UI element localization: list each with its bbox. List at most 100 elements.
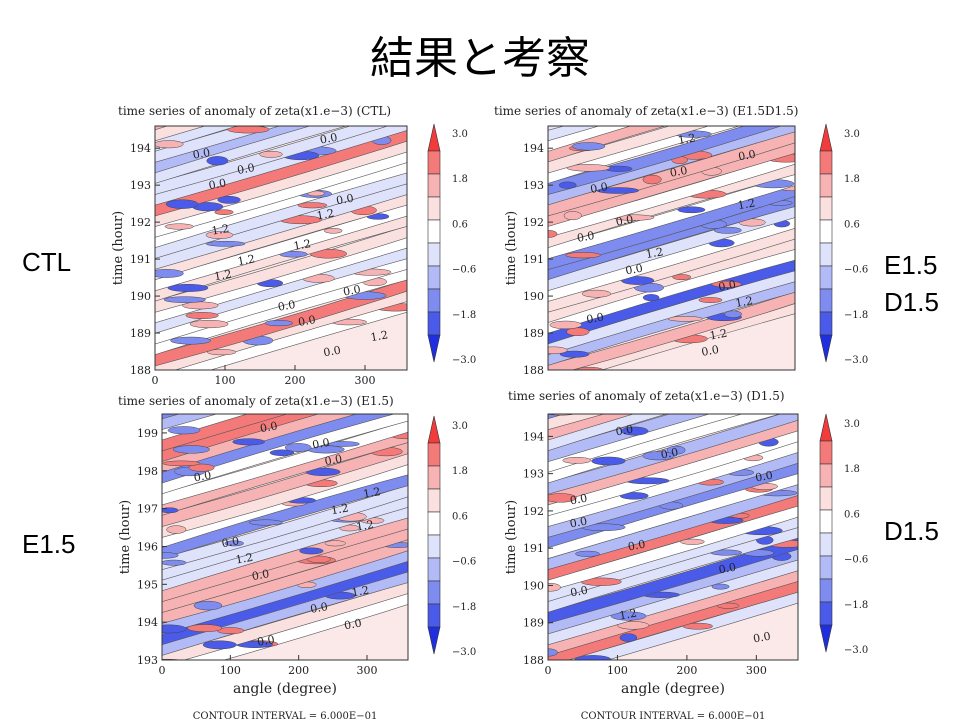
contour-label: 0.0: [754, 469, 773, 485]
colorbar-tick-label: −3.0: [844, 645, 868, 656]
y-tick-label: 191: [523, 253, 544, 266]
contour-label: 0.0: [297, 313, 316, 329]
contour-label: 1.2: [737, 196, 756, 212]
contour-label: 0.0: [627, 538, 646, 554]
x-tick-label: 0: [159, 664, 166, 677]
chart-title: time series of anomaly of zeta(x1.e−3) (…: [118, 394, 394, 408]
colorbar-segment: [819, 173, 833, 198]
contour-label: 1.2: [330, 501, 349, 517]
y-tick-label: 194: [137, 616, 158, 629]
colorbar-cap-top: [819, 123, 833, 152]
x-tick-label: 200: [288, 664, 309, 677]
x-tick-label: 300: [355, 374, 376, 387]
colorbar-tick-label: −0.6: [452, 265, 476, 276]
contour-label: 1.2: [351, 584, 370, 600]
x-axis-label: angle (degree): [233, 681, 337, 697]
contour-label: 1.2: [235, 551, 254, 567]
y-tick-label: 196: [137, 540, 158, 553]
plot-frame: [547, 413, 799, 661]
contour-label: 0.0: [737, 148, 756, 164]
contour-label: 0.0: [277, 298, 296, 314]
colorbar-tick-label: 0.6: [452, 219, 468, 230]
contour-label: 1.2: [618, 607, 637, 623]
y-tick-label: 188: [523, 654, 544, 667]
y-tick-label: 189: [523, 327, 544, 340]
colorbar-segment: [427, 442, 441, 467]
contour-label: 0.0: [343, 616, 362, 632]
colorbar-tick-label: −3.0: [452, 355, 476, 366]
colorbar-segment: [427, 311, 441, 336]
colorbar-segment: [819, 311, 833, 336]
y-tick-label: 192: [130, 216, 151, 229]
contour-label: 0.0: [569, 515, 588, 531]
contour-label: 0.0: [615, 213, 634, 229]
colorbar-tick-label: 3.0: [844, 419, 860, 430]
contour-label: 0.0: [251, 567, 270, 583]
colorbar-cap-top: [819, 413, 833, 442]
label-e15d15-line1: E1.5: [884, 250, 938, 280]
colorbar-segment: [819, 440, 833, 465]
contour-label: 1.2: [355, 518, 374, 534]
contour-label: 0.0: [585, 310, 604, 326]
contour-label: 1.2: [211, 222, 230, 238]
x-tick-label: 200: [676, 664, 697, 677]
colorbar-segment: [427, 173, 441, 198]
colorbar-segment: [427, 580, 441, 605]
colorbar-tick-label: 0.6: [844, 219, 860, 230]
plot-frame: [154, 125, 408, 371]
y-tick-label: 192: [523, 505, 544, 518]
contour-label: 0.0: [569, 584, 588, 600]
contour-label: 0.0: [256, 633, 275, 649]
label-ctl: CTL: [22, 247, 72, 277]
contour-label: 1.2: [709, 327, 728, 343]
x-tick-label: 0: [545, 664, 552, 677]
y-tick-label: 193: [130, 179, 151, 192]
contour-label: 1.2: [236, 252, 255, 268]
contour-label: 0.0: [660, 446, 679, 462]
anomaly-field: [155, 126, 407, 370]
colorbar-segment: [427, 465, 441, 490]
colorbar-tick-label: 0.6: [844, 509, 860, 520]
x-tick-label: 200: [285, 374, 306, 387]
chart-panel-3: time series of anomaly of zeta(x1.e−3) (…: [504, 389, 868, 720]
y-tick-label: 193: [137, 654, 158, 667]
anomaly-field: [548, 414, 798, 660]
colorbar-tick-label: 1.8: [844, 174, 860, 185]
colorbar-segment: [819, 288, 833, 313]
contour-label: 0.0: [589, 180, 608, 196]
y-tick-label: 193: [523, 468, 544, 481]
chart-panel-1: time series of anomaly of zeta(x1.e−3) (…: [494, 104, 868, 377]
colorbar-segment: [819, 265, 833, 290]
colorbar-tick-label: 1.8: [452, 174, 468, 185]
y-tick-label: 188: [130, 364, 151, 377]
colorbar-tick-label: −1.8: [844, 310, 868, 321]
y-axis-label: time (hour): [118, 500, 133, 574]
colorbar: 3.0 1.8 0.6 −0.6 −1.8 −3.0: [427, 123, 476, 366]
colorbar-segment: [427, 557, 441, 582]
colorbar-tick-label: −1.8: [844, 600, 868, 611]
y-tick-label: 191: [130, 253, 151, 266]
colorbar-tick-label: 0.6: [452, 511, 468, 522]
colorbar-cap-bottom: [427, 626, 441, 655]
colorbar-segment: [427, 196, 441, 221]
contour-label: 1.2: [370, 328, 389, 344]
chart-title: time series of anomaly of zeta(x1.e−3) (…: [494, 104, 798, 118]
anomaly-field: [162, 414, 408, 660]
y-tick-label: 189: [130, 327, 151, 340]
anomaly-field: [548, 126, 795, 370]
y-tick-label: 190: [130, 290, 151, 303]
colorbar-segment: [819, 463, 833, 488]
chart-title: time series of anomaly of zeta(x1.e−3) (…: [508, 389, 785, 403]
contour-interval-note: CONTOUR INTERVAL = 6.000E−01: [193, 711, 378, 720]
y-tick-label: 190: [523, 579, 544, 592]
y-tick-label: 194: [130, 142, 151, 155]
x-tick-label: 300: [357, 664, 378, 677]
colorbar-segment: [819, 532, 833, 557]
contour-label: 1.2: [292, 237, 311, 253]
colorbar-segment: [819, 219, 833, 244]
colorbar-segment: [819, 555, 833, 580]
colorbar-tick-label: 3.0: [452, 421, 468, 432]
y-tick-label: 190: [523, 290, 544, 303]
contour-label: 0.0: [576, 229, 595, 245]
contour-label: 1.2: [316, 207, 335, 223]
